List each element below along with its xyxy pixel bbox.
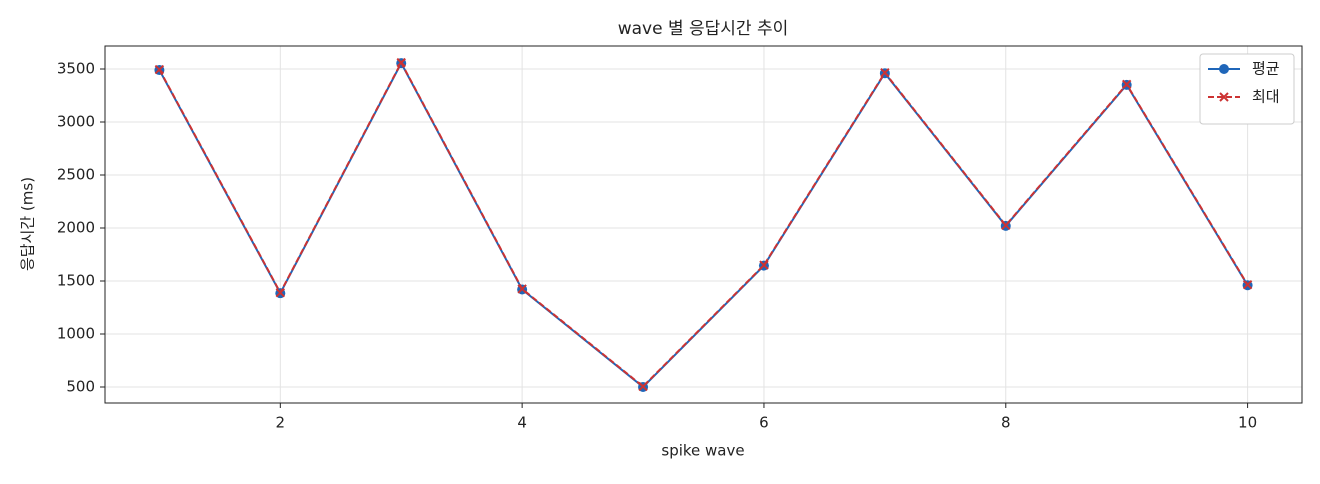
x-tick-label: 4 — [517, 414, 527, 432]
y-tick-label: 1500 — [57, 271, 95, 289]
marker — [638, 381, 648, 392]
x-tick-label: 8 — [1001, 414, 1011, 432]
x-tick-label: 6 — [759, 414, 769, 432]
marker-stroke — [638, 381, 648, 392]
legend-label: 평균 — [1252, 60, 1280, 78]
y-tick-label: 2000 — [57, 218, 95, 236]
marker — [759, 260, 769, 270]
marker-stroke — [517, 284, 527, 294]
marker-stroke — [396, 57, 406, 68]
marker — [396, 57, 406, 68]
marker — [1001, 220, 1011, 231]
marker — [1121, 79, 1132, 90]
y-tick-label: 500 — [66, 377, 95, 395]
marker-stroke — [1001, 220, 1011, 231]
legend-label: 최대 — [1252, 88, 1280, 106]
marker-stroke — [1242, 279, 1253, 290]
marker-stroke — [880, 68, 890, 78]
marker-stroke — [275, 287, 286, 298]
series-line — [158, 60, 1249, 388]
x-axis-label: spike wave — [661, 442, 744, 460]
marker-stroke — [154, 64, 165, 75]
legend-box — [1199, 53, 1295, 125]
marker-stroke — [1121, 79, 1132, 90]
y-tick-label: 1000 — [57, 324, 95, 342]
marker — [880, 68, 890, 78]
chart-title: wave 별 응답시간 추이 — [618, 19, 789, 39]
marker — [1242, 279, 1253, 290]
marker — [1219, 64, 1229, 74]
marker — [154, 64, 165, 75]
plot-frame — [104, 45, 1303, 404]
marker-stroke — [759, 260, 769, 270]
x-tick-label: 2 — [276, 414, 286, 432]
y-axis-label: 응답시간 (ms) — [19, 177, 37, 271]
marker — [1219, 92, 1229, 102]
y-tick-label: 2500 — [57, 165, 95, 183]
marker — [275, 287, 286, 298]
y-tick-label: 3500 — [57, 60, 95, 78]
marker — [517, 284, 527, 294]
x-tick-label: 10 — [1238, 414, 1257, 432]
y-tick-label: 3000 — [57, 113, 95, 131]
marker-stroke — [1219, 92, 1229, 102]
